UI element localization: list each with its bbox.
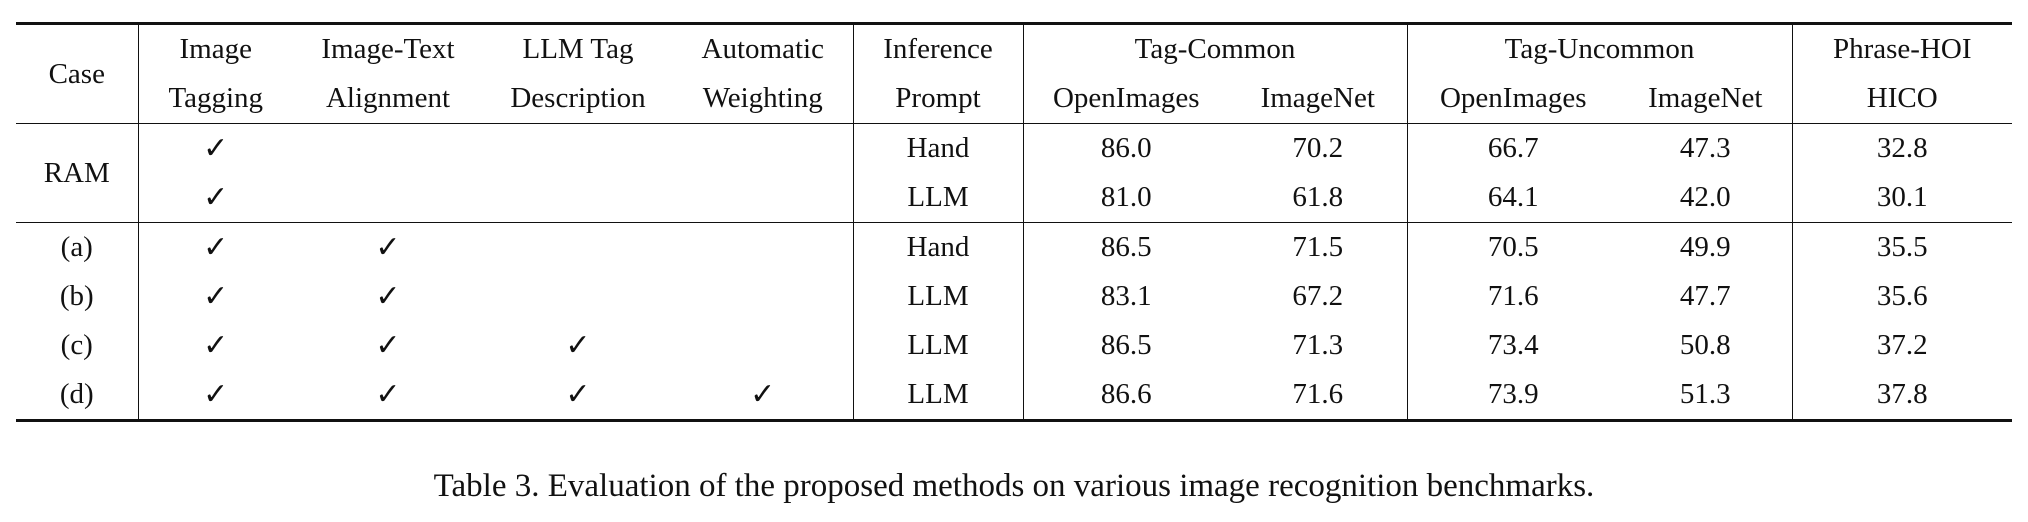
cell-hico: 32.8	[1876, 132, 1928, 165]
cell-common-imagenet: 70.2	[1229, 123, 1408, 173]
ablation-group: (a) ✓ ✓ Hand 86.5 71.5 70.5 49.9 35.5 (b…	[16, 222, 2012, 422]
cell-inference-prompt: LLM	[853, 272, 1024, 321]
cell-uncommon-imagenet: 47.7	[1619, 272, 1793, 321]
table-row: ✓ LLM 81.0 61.8 64.1 42.0 30.1	[16, 173, 2012, 223]
cell-hico: 35.5	[1876, 231, 1928, 264]
header-automatic-weighting-line2: Weighting	[673, 74, 854, 124]
table-row: (d) ✓ ✓ ✓ ✓ LLM 86.6 71.6 73.9 51.3 37.8	[16, 370, 2012, 422]
cell-image-text-alignment	[293, 124, 483, 174]
header-common-openimages: OpenImages	[1023, 74, 1229, 124]
cell-hico: 35.6	[1876, 280, 1928, 313]
cell-image-tagging: ✓	[203, 130, 229, 166]
cell-image-text-alignment: ✓	[375, 327, 401, 363]
cell-uncommon-imagenet: 42.0	[1619, 173, 1793, 223]
cell-uncommon-openimages: 70.5	[1487, 231, 1539, 264]
table-header: Case Image Image-Text LLM Tag Automatic …	[16, 22, 2012, 124]
cell-common-openimages: 86.5	[1100, 329, 1152, 362]
cell-common-openimages: 86.6	[1023, 370, 1229, 422]
header-image-text-alignment-line1: Image-Text	[293, 22, 483, 74]
header-image-text-alignment-line2: Alignment	[293, 74, 483, 124]
cell-case: (c)	[16, 321, 139, 370]
header-automatic-weighting-line1: Automatic	[673, 22, 854, 74]
table-row: (c) ✓ ✓ ✓ LLM 86.5 71.3 73.4 50.8 37.2	[16, 321, 2012, 370]
cell-image-tagging: ✓	[138, 173, 293, 223]
cell-common-openimages: 81.0	[1023, 173, 1229, 223]
cell-hico: 37.8	[1792, 370, 2012, 422]
cell-common-imagenet: 71.5	[1229, 222, 1408, 272]
cell-image-text-alignment: ✓	[293, 370, 483, 422]
cell-uncommon-imagenet: 49.9	[1619, 222, 1793, 272]
header-uncommon-imagenet: ImageNet	[1619, 74, 1793, 124]
cell-image-tagging: ✓	[138, 370, 293, 422]
cell-image-text-alignment: ✓	[375, 229, 401, 265]
cell-image-tagging: ✓	[203, 327, 229, 363]
header-case: Case	[16, 22, 139, 124]
cell-uncommon-openimages: 73.4	[1487, 329, 1539, 362]
cell-image-text-alignment: ✓	[375, 278, 401, 314]
header-row-1: Case Image Image-Text LLM Tag Automatic …	[16, 22, 2012, 124]
header-inference-prompt-line1: Inference	[853, 22, 1024, 74]
cell-image-tagging: ✓	[203, 229, 229, 265]
cell-hico: 30.1	[1792, 173, 2012, 223]
table-row: (a) ✓ ✓ Hand 86.5 71.5 70.5 49.9 35.5	[16, 222, 2012, 273]
header-image-tagging-line1: Image	[138, 22, 293, 74]
cell-image-tagging: ✓	[203, 278, 229, 314]
results-table: Case Image Image-Text LLM Tag Automatic …	[16, 22, 2012, 422]
cell-common-openimages: 83.1	[1100, 280, 1152, 313]
header-row-2: Tagging Alignment Description Weighting …	[16, 74, 2012, 124]
cell-automatic-weighting	[673, 272, 854, 321]
cell-case: (a)	[16, 222, 139, 272]
cell-common-imagenet: 67.2	[1229, 272, 1408, 321]
cell-uncommon-openimages: 73.9	[1407, 370, 1619, 422]
cell-llm-tag-description	[483, 272, 673, 321]
cell-common-imagenet: 61.8	[1229, 173, 1408, 223]
header-tag-uncommon: Tag-Uncommon	[1407, 22, 1793, 74]
table-caption: Table 3. Evaluation of the proposed meth…	[433, 468, 1595, 504]
header-llm-tag-description-line2: Description	[483, 74, 673, 124]
cell-llm-tag-description: ✓	[565, 327, 591, 363]
header-phrase-hoi: Phrase-HOI	[1792, 22, 2012, 74]
cell-automatic-weighting: ✓	[673, 370, 854, 422]
cell-inference-prompt: Hand	[853, 123, 1024, 173]
cell-case: (d)	[16, 370, 139, 422]
cell-uncommon-imagenet: 51.3	[1619, 370, 1793, 422]
header-inference-prompt-line2: Prompt	[853, 74, 1024, 124]
cell-inference-prompt: LLM	[853, 173, 1024, 223]
cell-common-imagenet: 71.6	[1229, 370, 1408, 422]
cell-llm-tag-description	[483, 173, 673, 223]
cell-common-imagenet: 71.3	[1229, 321, 1408, 370]
cell-llm-tag-description	[483, 124, 673, 174]
cell-automatic-weighting	[673, 321, 854, 370]
table-row: RAM ✓ Hand 86.0 70.2 66.7 47.3 32.8	[16, 123, 2012, 223]
cell-inference-prompt: LLM	[853, 321, 1024, 370]
cell-automatic-weighting	[673, 222, 854, 272]
cell-uncommon-openimages: 64.1	[1407, 173, 1619, 223]
cell-automatic-weighting	[673, 123, 854, 173]
cell-inference-prompt: Hand	[853, 222, 1024, 272]
ram-case-label: RAM	[16, 123, 139, 223]
header-hoi-hico: HICO	[1792, 74, 2012, 124]
cell-common-openimages: 86.5	[1100, 231, 1152, 264]
header-uncommon-openimages: OpenImages	[1407, 74, 1619, 124]
table-row: (b) ✓ ✓ LLM 83.1 67.2 71.6 47.7 35.6	[16, 272, 2012, 321]
cell-hico: 37.2	[1876, 329, 1928, 362]
cell-uncommon-openimages: 66.7	[1487, 132, 1539, 165]
header-tag-common: Tag-Common	[1023, 22, 1408, 74]
ram-group: RAM ✓ Hand 86.0 70.2 66.7 47.3 32.8 ✓ LL…	[16, 123, 2012, 223]
cell-llm-tag-description: ✓	[483, 370, 673, 422]
cell-llm-tag-description	[483, 223, 673, 273]
cell-image-text-alignment	[293, 173, 483, 223]
cell-uncommon-openimages: 71.6	[1487, 280, 1539, 313]
cell-automatic-weighting	[673, 173, 854, 223]
cell-uncommon-imagenet: 47.3	[1619, 123, 1793, 173]
header-image-tagging-line2: Tagging	[138, 74, 293, 124]
cell-uncommon-imagenet: 50.8	[1619, 321, 1793, 370]
cell-case: (b)	[16, 272, 139, 321]
header-llm-tag-description-line1: LLM Tag	[483, 22, 673, 74]
cell-inference-prompt: LLM	[853, 370, 1024, 422]
cell-common-openimages: 86.0	[1100, 132, 1152, 165]
header-common-imagenet: ImageNet	[1229, 74, 1408, 124]
